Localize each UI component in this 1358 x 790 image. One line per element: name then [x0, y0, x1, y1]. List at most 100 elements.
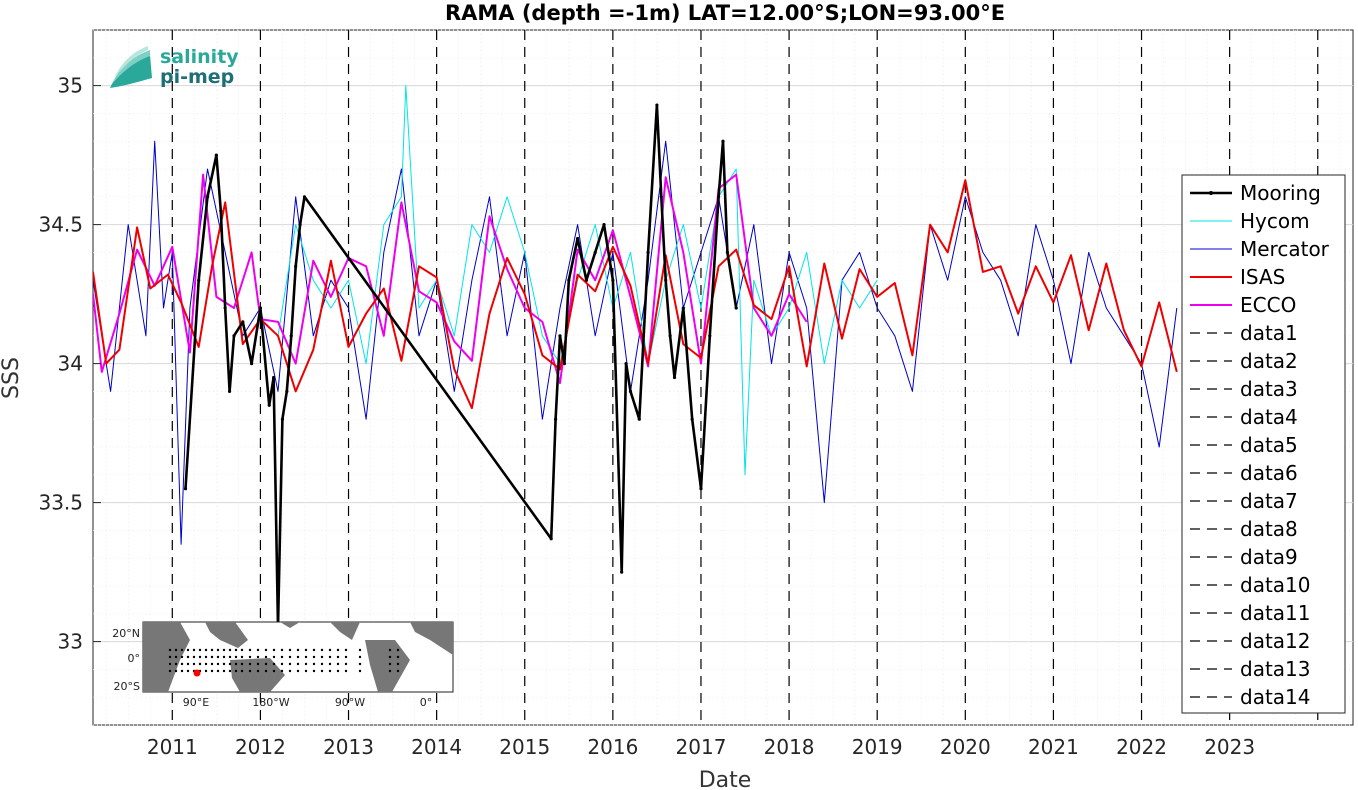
x-tick-label: 2013	[323, 735, 374, 759]
buoy-dot	[192, 662, 196, 666]
buoy-dot	[304, 669, 308, 673]
x-tick-label: 2021	[1028, 735, 1079, 759]
buoy-dot	[216, 662, 220, 666]
mooring-point	[655, 103, 659, 107]
buoy-dot	[344, 669, 348, 673]
inset-map-buoys	[168, 648, 400, 673]
x-tick-label: 2016	[587, 735, 638, 759]
legend-label: data4	[1240, 405, 1298, 429]
buoy-dot	[396, 662, 400, 666]
buoy-dot	[174, 662, 178, 666]
buoy-dot	[228, 669, 232, 673]
x-tick-label: 2019	[852, 735, 903, 759]
x-tick-labels: 2011 2012 2013 2014 2015 2016 2017 2018 2019 2020…	[147, 735, 1255, 759]
buoy-dot	[296, 662, 300, 666]
mooring-point	[584, 278, 589, 282]
buoy-dot	[288, 648, 292, 652]
series-line-mooring	[184, 103, 738, 630]
mooring-point	[646, 250, 650, 254]
x-tick-label: 2014	[411, 735, 462, 759]
legend-label: data9	[1240, 545, 1298, 569]
buoy-dot	[344, 662, 348, 666]
buoy-dot	[228, 655, 232, 659]
buoy-dot	[396, 648, 400, 652]
mooring-point	[553, 417, 558, 421]
y-tick-label: 33	[58, 630, 83, 654]
buoy-dot	[186, 669, 190, 673]
inset-map-lat-labels: 20°N 0° 20°S	[112, 627, 140, 693]
buoy-dot	[264, 662, 268, 666]
logo-line1: salinity	[160, 46, 239, 68]
legend-box	[1181, 174, 1346, 714]
map-lon-label: 90°W	[335, 696, 365, 709]
buoy-dot	[280, 655, 284, 659]
x-tick-label: 2012	[235, 735, 286, 759]
buoy-dot	[304, 648, 308, 652]
buoy-dot	[256, 648, 260, 652]
mooring-point	[602, 223, 606, 227]
mooring-point	[725, 250, 730, 254]
buoy-dot	[174, 669, 178, 673]
mooring-point	[664, 278, 668, 282]
mooring-point	[219, 209, 223, 213]
buoy-dot	[240, 669, 244, 673]
mooring-point	[289, 334, 293, 338]
x-tick-label: 2011	[147, 735, 198, 759]
mooring-point	[272, 375, 276, 380]
x-tick-label: 2020	[940, 735, 991, 759]
legend-label: ISAS	[1240, 265, 1285, 289]
mooring-point	[241, 320, 245, 324]
buoy-dot	[216, 669, 220, 673]
inset-map-land	[143, 622, 453, 692]
mooring-point	[232, 334, 236, 338]
legend-label: Mooring	[1240, 181, 1321, 205]
buoy-dot	[312, 662, 316, 666]
buoy-dot	[168, 662, 172, 666]
mooring-point	[562, 362, 566, 366]
buoy-dot	[192, 655, 196, 659]
map-lat-label: 0°	[128, 652, 141, 665]
mooring-point	[567, 278, 571, 282]
buoy-dot	[336, 662, 340, 666]
mooring-point	[302, 195, 307, 199]
buoy-dot	[264, 648, 268, 652]
buoy-dot	[272, 648, 276, 652]
buoy-dot	[180, 655, 184, 659]
buoy-dot	[186, 662, 190, 666]
mooring-point	[197, 278, 201, 282]
mooring-point	[294, 264, 298, 268]
mooring-point	[558, 334, 562, 338]
buoy-dot	[336, 655, 340, 659]
y-tick-label: 34	[58, 352, 83, 376]
buoy-dot	[320, 669, 324, 673]
buoy-dot	[256, 662, 260, 666]
buoy-dot	[234, 655, 238, 659]
buoy-dot	[328, 669, 332, 673]
legend-label: Hycom	[1240, 209, 1310, 233]
map-lat-label: 20°S	[114, 680, 140, 693]
buoy-dot	[328, 655, 332, 659]
buoy-dot	[198, 655, 202, 659]
buoy-dot	[198, 648, 202, 652]
buoy-dot	[192, 648, 196, 652]
buoy-dot	[204, 669, 208, 673]
buoy-dot	[272, 655, 276, 659]
legend: Mooring Hycom Mercator ISAS ECCO data1 data2 da…	[1181, 174, 1346, 714]
buoy-dot	[288, 662, 292, 666]
mooring-point	[620, 570, 624, 574]
buoy-dot	[210, 655, 214, 659]
buoy-dot	[180, 648, 184, 652]
buoy-dot	[256, 669, 260, 673]
buoy-dot	[248, 648, 252, 652]
x-axis-label: Date	[699, 768, 752, 790]
mooring-point	[267, 403, 271, 407]
x-tick-label: 2022	[1116, 735, 1167, 759]
mooring-point	[280, 417, 285, 421]
buoy-dot	[222, 669, 226, 673]
mooring-point	[593, 250, 597, 254]
mooring-point	[258, 306, 263, 310]
buoy-dot	[312, 655, 316, 659]
mooring-point	[672, 375, 677, 380]
buoy-dot	[174, 648, 178, 652]
inset-map: 20°N 0° 20°S 90°E 180°W 90°W 0°	[112, 621, 454, 709]
